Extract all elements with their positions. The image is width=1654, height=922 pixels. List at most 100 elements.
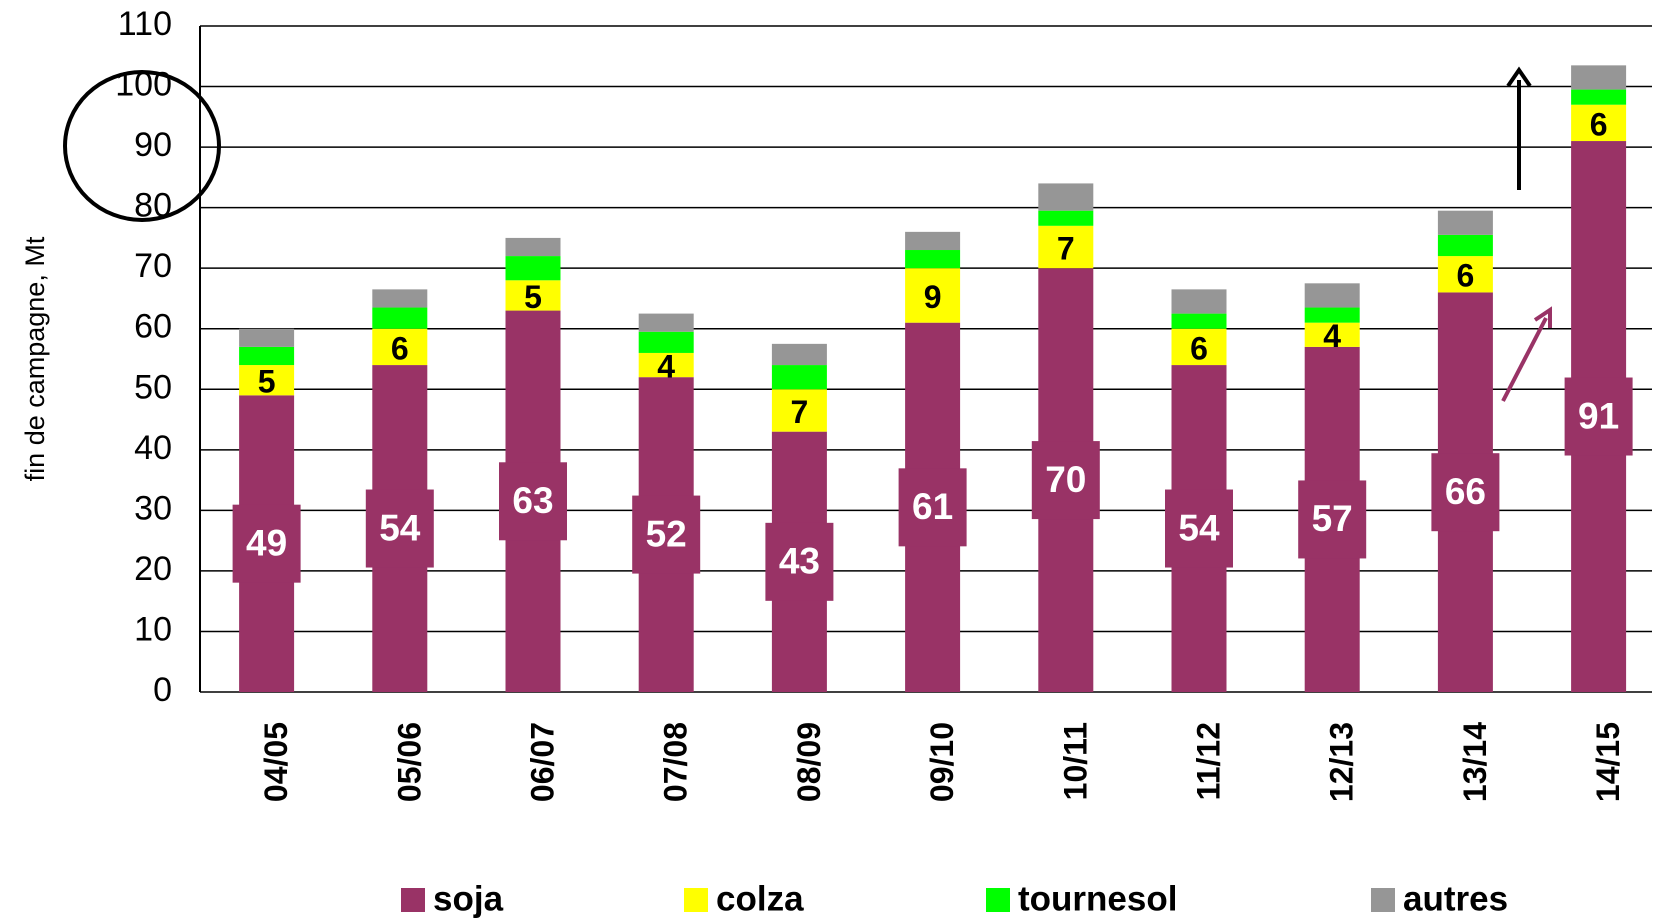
data-label: 54 (1178, 507, 1220, 548)
bar-segment (1038, 183, 1094, 211)
bar-segment (239, 365, 295, 396)
data-label: 4 (657, 349, 675, 385)
y-tick-label: 50 (134, 368, 172, 406)
bar-segment (1304, 283, 1360, 308)
bar-segment (1038, 225, 1094, 269)
x-tick-label: 08/09 (791, 722, 827, 802)
bar-segment (905, 231, 961, 251)
data-label: 63 (512, 480, 553, 521)
x-tick-label: 04/05 (258, 722, 294, 802)
data-label: 66 (1445, 471, 1486, 512)
bar-segment (1571, 65, 1627, 90)
label-box (765, 522, 834, 601)
data-label: 6 (1190, 330, 1208, 366)
legend-label: autres (1403, 879, 1508, 918)
bar-segment (638, 331, 694, 353)
bar-segment (771, 389, 827, 432)
bar-segment (905, 268, 961, 323)
data-label: 91 (1578, 395, 1619, 436)
data-label: 9 (924, 279, 942, 315)
highlight-ellipse (63, 70, 221, 222)
growth-arrow (1501, 317, 1548, 402)
label-box (365, 489, 434, 568)
up-arrow-head (1506, 66, 1532, 88)
bar-segment (1171, 313, 1227, 329)
label-box (1165, 489, 1233, 568)
y-tick-label: 0 (153, 671, 172, 709)
label-box (1031, 441, 1100, 520)
bar-segment (1038, 210, 1094, 226)
bar-segment (1571, 89, 1627, 105)
data-label: 49 (246, 522, 287, 563)
y-tick-label: 110 (118, 5, 172, 43)
x-tick-label: 07/08 (658, 722, 694, 802)
growth-arrow-head (1533, 306, 1552, 328)
bar-segment (1437, 256, 1493, 293)
data-label: 7 (1057, 230, 1075, 266)
y-tick-label: 20 (134, 550, 172, 588)
bar-segment (239, 346, 295, 366)
bar-segment (771, 343, 827, 366)
x-tick-label: 11/12 (1190, 722, 1226, 800)
bar-segment (372, 289, 428, 308)
x-tick-label: 13/14 (1457, 722, 1493, 802)
x-tick-label: 10/11 (1057, 722, 1093, 800)
legend-label: soja (433, 879, 504, 918)
y-tick-label: 70 (134, 247, 172, 285)
data-label: 54 (379, 507, 421, 548)
data-label: 43 (779, 541, 820, 582)
label-box (1298, 480, 1367, 559)
data-label: 57 (1312, 498, 1353, 539)
legend-swatch (1371, 888, 1395, 912)
legend-swatch (986, 888, 1010, 912)
data-label: 5 (258, 364, 276, 400)
bar-segment (505, 256, 561, 281)
bar-segment (905, 250, 961, 269)
x-tick-label: 06/07 (524, 722, 560, 802)
y-axis-label: fin de campagne, Mt (20, 236, 50, 481)
legend-swatch (684, 888, 708, 912)
y-tick-label: 60 (134, 308, 172, 346)
x-tick-label: 12/13 (1324, 722, 1360, 802)
bar-segment (1571, 104, 1627, 142)
x-tick-label: 14/15 (1590, 722, 1626, 802)
bar-segment (638, 352, 694, 378)
data-label: 7 (791, 394, 809, 430)
data-label: 6 (1457, 258, 1475, 294)
label-box (499, 462, 567, 541)
bar-segment (372, 328, 428, 366)
bar-segment (1171, 328, 1227, 366)
bar-segment (638, 313, 694, 332)
data-label: 4 (1323, 318, 1341, 354)
bar-segment (771, 365, 827, 390)
y-tick-label: 40 (134, 429, 172, 467)
y-tick-label: 90 (134, 126, 172, 164)
label-box (232, 504, 301, 583)
x-tick-label: 05/06 (391, 722, 427, 802)
bar-segment (372, 307, 428, 329)
legend-swatch (401, 888, 425, 912)
data-label: 5 (524, 279, 542, 315)
bar-segment (1304, 322, 1360, 347)
label-box (1431, 453, 1500, 532)
label-box (898, 468, 967, 547)
label-box (1564, 377, 1633, 456)
bar-segment (505, 237, 561, 257)
data-label: 61 (912, 486, 953, 527)
bar-segment (1437, 234, 1493, 257)
bar-segment (505, 280, 561, 311)
label-box (632, 495, 701, 574)
x-tick-label: 09/10 (924, 722, 960, 802)
bar-segment (1304, 307, 1360, 323)
y-tick-label: 30 (134, 489, 172, 527)
data-label: 52 (646, 513, 687, 554)
data-label: 70 (1045, 459, 1086, 500)
y-tick-label: 10 (134, 610, 172, 648)
data-label: 6 (1590, 106, 1608, 142)
bar-segment (1171, 289, 1227, 314)
legend-label: colza (716, 879, 804, 918)
bar-segment (1437, 210, 1493, 235)
data-label: 6 (391, 330, 409, 366)
